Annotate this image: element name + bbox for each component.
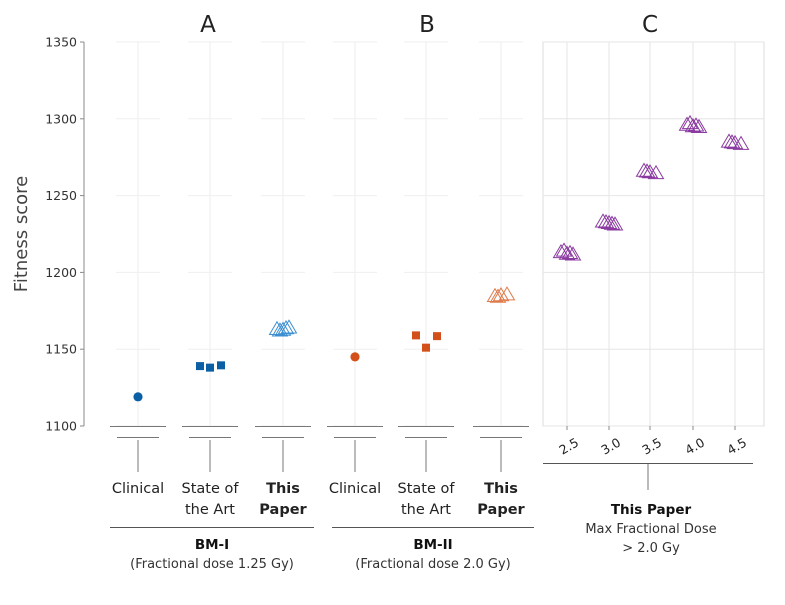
- data-point-triangle: [732, 135, 750, 150]
- panel-title: C: [642, 12, 658, 38]
- data-point-triangle: [489, 288, 507, 303]
- category-label: Clinical: [112, 481, 164, 497]
- category-label: State of: [398, 481, 456, 497]
- data-point-triangle: [647, 164, 665, 180]
- group-label: BM-II: [413, 537, 452, 553]
- data-point-triangle: [552, 243, 570, 259]
- data-point-triangle: [564, 246, 582, 261]
- category-label: the Art: [185, 502, 235, 518]
- data-point-triangle: [486, 287, 504, 302]
- data-point-square: [206, 363, 214, 372]
- data-point-triangle: [597, 213, 615, 229]
- category-label: Paper: [477, 502, 525, 518]
- group-label: BM-I: [195, 537, 229, 553]
- data-point-square: [412, 331, 420, 340]
- data-point-triangle: [594, 213, 612, 228]
- data-point-triangle: [641, 164, 659, 179]
- category-label: This: [266, 481, 300, 497]
- marks-layer: [133, 114, 750, 402]
- panel-title: B: [419, 12, 435, 38]
- data-point-triangle: [638, 163, 656, 178]
- group-sublabel: (Fractional dose 2.0 Gy): [355, 557, 510, 572]
- data-point-square: [217, 361, 225, 370]
- y-axis-label: Fitness score: [11, 176, 32, 292]
- x-tick-label: 2.5: [556, 435, 581, 458]
- data-point-triangle: [684, 117, 702, 133]
- labels-layer: 1100 1150 1200 1250 1300 1350 Fitness score A Cl…: [11, 12, 749, 572]
- group-label: This Paper: [611, 502, 692, 518]
- category-label: Clinical: [329, 481, 381, 497]
- data-point-triangle: [720, 133, 738, 148]
- data-point-square: [196, 362, 204, 371]
- data-point-triangle: [268, 320, 286, 335]
- panel-title: A: [200, 12, 216, 38]
- y-tick-label: 1250: [45, 188, 77, 203]
- data-point-triangle: [561, 244, 579, 259]
- category-label: State of: [182, 481, 240, 497]
- category-label: Paper: [259, 502, 307, 518]
- x-tick-label: 3.0: [598, 435, 623, 458]
- data-point-triangle: [274, 321, 292, 336]
- data-point-triangle: [492, 286, 510, 302]
- data-point-triangle: [603, 215, 621, 230]
- data-point-triangle: [726, 134, 744, 150]
- x-tick-label: 3.5: [639, 435, 664, 458]
- data-point-triangle: [690, 118, 708, 133]
- data-point-triangle: [558, 245, 576, 260]
- x-tick-label: 4.5: [724, 435, 749, 458]
- data-point-square: [433, 332, 441, 341]
- data-point-triangle: [723, 134, 741, 149]
- axes-layer: [80, 41, 765, 528]
- data-point-circle: [133, 392, 143, 402]
- data-point-triangle: [498, 286, 516, 301]
- data-point-circle: [350, 352, 360, 362]
- group-sublabel: Max Fractional Dose: [585, 522, 716, 537]
- x-tick-label: 4.0: [682, 435, 707, 458]
- y-tick-label: 1200: [45, 265, 77, 280]
- y-tick-label: 1100: [45, 419, 77, 434]
- data-point-triangle: [600, 214, 618, 229]
- group-sublabel: (Fractional dose 1.25 Gy): [130, 557, 294, 572]
- y-tick-label: 1350: [45, 35, 77, 50]
- data-point-triangle: [687, 117, 705, 132]
- category-label: the Art: [401, 502, 451, 518]
- panel-c-frame: [542, 41, 765, 427]
- data-point-triangle: [635, 162, 653, 177]
- category-label: This: [484, 481, 518, 497]
- y-tick-label: 1300: [45, 111, 77, 126]
- group-sublabel: > 2.0 Gy: [622, 541, 680, 556]
- data-point-square: [422, 343, 430, 352]
- data-point-triangle: [280, 319, 298, 334]
- data-point-triangle: [271, 322, 289, 337]
- data-point-triangle: [277, 319, 295, 335]
- y-tick-label: 1150: [45, 342, 77, 357]
- data-point-triangle: [678, 116, 696, 131]
